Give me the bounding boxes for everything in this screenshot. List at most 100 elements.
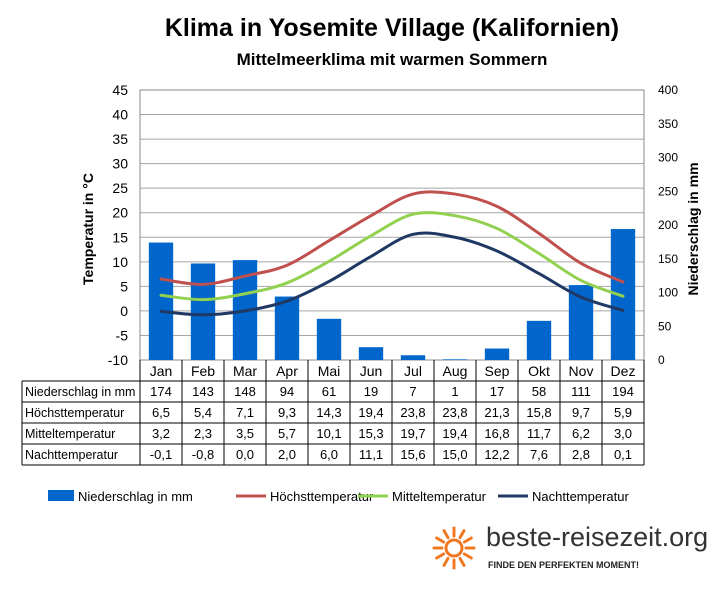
table-cell: 3,0 (614, 426, 632, 441)
table-cell: 111 (571, 384, 591, 399)
table-row-header: Nachttemperatur (25, 448, 118, 462)
series-line-höchsttemperatur (159, 190, 625, 286)
table-cell: 21,3 (484, 405, 509, 420)
precipitation-bar (316, 318, 342, 360)
legend-entry: Niederschlag in mm (78, 489, 193, 504)
precipitation-bar (484, 348, 510, 360)
y-tick-right: 100 (658, 286, 678, 300)
x-tick-label: Nov (569, 363, 594, 379)
table-cell: 14,3 (316, 405, 341, 420)
legend-entry: Höchsttemperatur (270, 489, 374, 504)
y-tick-right: 200 (658, 218, 678, 232)
series-line-mitteltemperatur (159, 211, 625, 302)
x-tick-label: Jan (150, 363, 173, 379)
y-tick-left: 40 (112, 107, 128, 123)
y-tick-right: 0 (658, 353, 665, 367)
logo-text: beste-reisezeit.org (486, 522, 709, 552)
table-cell: 7,6 (530, 447, 548, 462)
y-axis-title-right: Niederschlag in mm (685, 162, 701, 295)
precipitation-bar (526, 320, 552, 360)
precipitation-bar (274, 296, 300, 360)
chart-title: Klima in Yosemite Village (Kalifornien) (164, 14, 620, 42)
y-tick-left: 45 (112, 82, 128, 98)
table-cell: 9,3 (278, 405, 296, 420)
y-tick-left: 25 (112, 180, 128, 196)
x-tick-label: Dez (611, 363, 636, 379)
table-cell: 143 (192, 384, 214, 399)
table-cell: 94 (280, 384, 294, 399)
x-tick-label: Mar (233, 363, 257, 379)
table-cell: 2,0 (278, 447, 296, 462)
x-tick-label: Mai (318, 363, 341, 379)
x-tick-label: Okt (528, 363, 550, 379)
legend-entry: Mitteltemperatur (392, 489, 487, 504)
precipitation-bar (442, 359, 468, 360)
y-tick-right: 350 (658, 117, 678, 131)
table-cell: 3,5 (236, 426, 254, 441)
table-cell: 5,4 (194, 405, 212, 420)
x-tick-label: Jul (404, 363, 422, 379)
table-row-header: Niederschlag in mm (25, 385, 135, 399)
y-tick-left: 5 (120, 278, 128, 294)
precipitation-bar (400, 355, 426, 360)
precipitation-bar (148, 242, 174, 360)
table-cell: 1 (451, 384, 458, 399)
table-cell: 19,7 (400, 426, 425, 441)
sun-icon (432, 526, 476, 570)
table-cell: 5,7 (278, 426, 296, 441)
table-cell: 11,7 (527, 426, 551, 441)
table-cell: -0,1 (150, 447, 172, 462)
legend-swatch (48, 490, 74, 501)
table-cell: 2,8 (572, 447, 590, 462)
table-cell: 7,1 (236, 405, 254, 420)
table-cell: 17 (490, 384, 504, 399)
table-cell: 3,2 (152, 426, 170, 441)
table-cell: 174 (150, 384, 172, 399)
table-cell: 6,5 (152, 405, 170, 420)
y-tick-left: 15 (112, 229, 128, 245)
table-cell: 15,8 (526, 405, 551, 420)
precipitation-bar (358, 347, 384, 360)
table-cell: 0,1 (614, 447, 632, 462)
y-tick-right: 400 (658, 83, 678, 97)
table-cell: 7 (409, 384, 416, 399)
y-tick-right: 50 (658, 319, 672, 333)
y-tick-right: 150 (658, 252, 678, 266)
x-tick-label: Aug (443, 363, 468, 379)
table-cell: 148 (234, 384, 256, 399)
table-cell: 6,2 (572, 426, 590, 441)
table-cell: 2,3 (194, 426, 212, 441)
table-cell: 0,0 (236, 447, 254, 462)
table-cell: 61 (322, 384, 336, 399)
table-cell: 23,8 (442, 405, 467, 420)
y-tick-left: 30 (112, 156, 128, 172)
table-cell: 6,0 (320, 447, 338, 462)
table-cell: 5,9 (614, 405, 632, 420)
x-tick-label: Sep (485, 363, 510, 379)
x-tick-label: Feb (191, 363, 215, 379)
y-tick-right: 250 (658, 184, 678, 198)
table-cell: 16,8 (484, 426, 509, 441)
table-cell: 15,6 (400, 447, 425, 462)
table-row-header: Höchsttemperatur (25, 406, 124, 420)
table-cell: 19,4 (358, 405, 383, 420)
table-cell: 11,1 (359, 447, 383, 462)
x-tick-label: Apr (276, 363, 298, 379)
table-cell: 194 (612, 384, 634, 399)
table-cell: 10,1 (316, 426, 341, 441)
table-cell: 23,8 (400, 405, 425, 420)
table-cell: 9,7 (572, 405, 590, 420)
y-tick-left: 20 (112, 205, 128, 221)
y-tick-left: 35 (112, 131, 128, 147)
y-tick-left: 0 (120, 303, 128, 319)
table-cell: 19,4 (442, 426, 467, 441)
x-tick-label: Jun (360, 363, 383, 379)
table-cell: 19 (364, 384, 378, 399)
table-cell: 58 (532, 384, 546, 399)
legend-entry: Nachttemperatur (532, 489, 629, 504)
y-tick-right: 300 (658, 151, 678, 165)
y-tick-left: 10 (112, 254, 128, 270)
series-line-nachttemperatur (159, 231, 625, 317)
y-tick-left: -5 (116, 327, 129, 343)
